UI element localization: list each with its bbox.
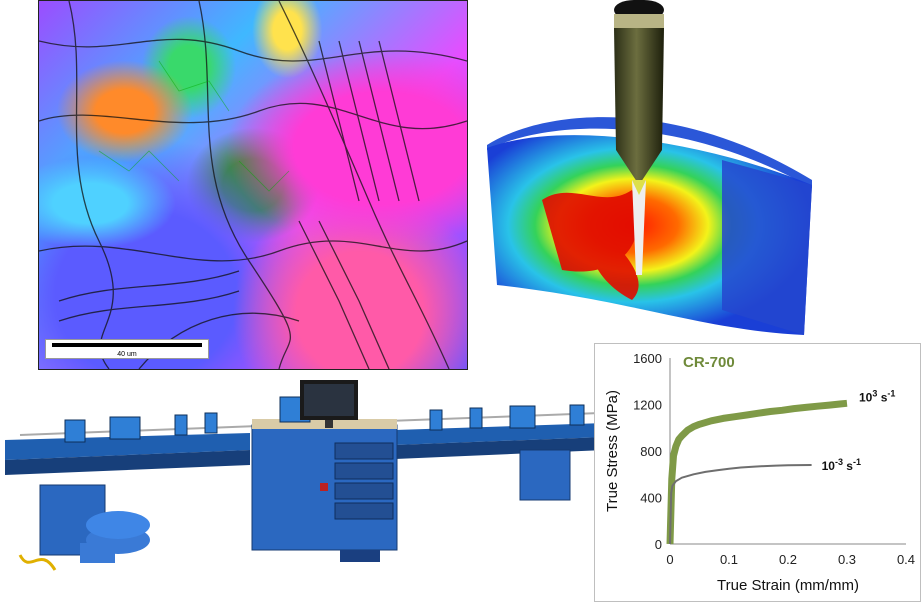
series-line-high-rate xyxy=(666,399,848,545)
y-tick-label: 1600 xyxy=(633,351,662,366)
ebsd-micrograph: 40 um xyxy=(38,0,468,370)
grain-boundary-overlay xyxy=(39,1,467,369)
x-tick-label: 0.1 xyxy=(720,552,738,567)
x-tick-label: 0.4 xyxy=(897,552,915,567)
x-axis-title: True Strain (mm/mm) xyxy=(717,577,859,594)
scale-bar: 40 um xyxy=(45,339,209,359)
indenter-icon xyxy=(614,0,664,275)
chart-title: CR-700 xyxy=(683,354,735,371)
series-line-low-rate xyxy=(669,464,812,545)
y-tick-label: 0 xyxy=(655,537,662,552)
y-tick-label: 400 xyxy=(640,491,662,506)
y-tick-label: 1200 xyxy=(633,398,662,413)
stress-strain-chart: CR-700 0 400 800 1200 1600 0 0.1 0.2 0.3 0.4 103… xyxy=(594,343,921,602)
y-axis-title: True Stress (MPa) xyxy=(604,390,621,512)
series-label-low-rate: 10-3 s-1 xyxy=(822,457,861,473)
indentation-simulation xyxy=(487,0,812,335)
y-tick-label: 800 xyxy=(640,444,662,459)
hopkinson-bar-apparatus xyxy=(5,380,605,571)
x-tick-label: 0.3 xyxy=(838,552,856,567)
series-label-high-rate: 103 s-1 xyxy=(859,388,895,404)
side-face xyxy=(722,160,812,335)
x-tick-label: 0.2 xyxy=(779,552,797,567)
chart-canvas: CR-700 0 400 800 1200 1600 0 0.1 0.2 0.3 0.4 103… xyxy=(604,351,915,594)
scale-bar-label: 40 um xyxy=(117,351,137,358)
x-tick-label: 0 xyxy=(666,552,673,567)
